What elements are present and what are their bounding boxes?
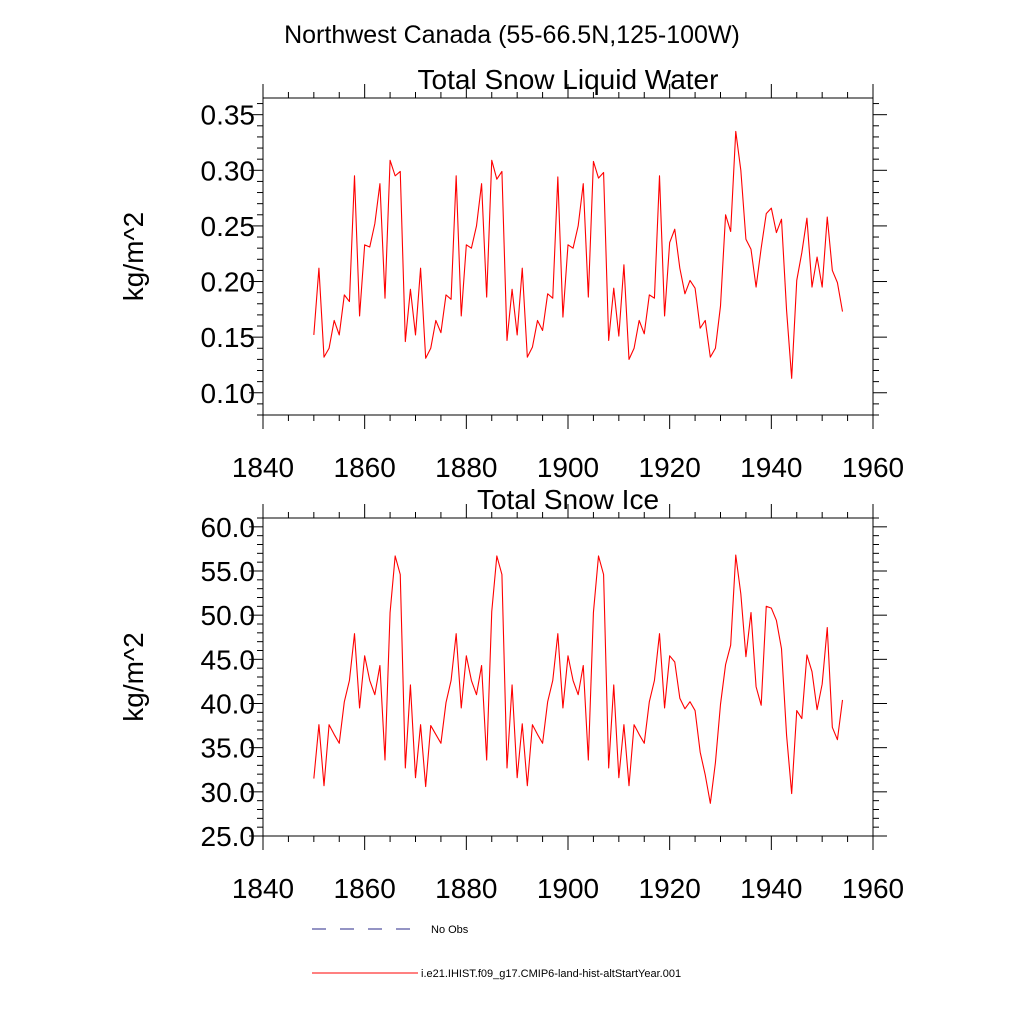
series-line-liquid-water [313, 130, 844, 379]
y-tick-label: 60.0 [201, 512, 256, 543]
x-tick-label: 1920 [639, 873, 701, 904]
y-tick-label: 0.25 [201, 211, 256, 242]
y-tick-label: 55.0 [201, 556, 256, 587]
x-tick-label: 1940 [740, 452, 802, 483]
x-tick-label: 1840 [232, 873, 294, 904]
legend: No Obs i.e21.IHIST.f09_g17.CMIP6-land-hi… [312, 924, 681, 980]
x-tick-label: 1840 [232, 452, 294, 483]
plot-frame [262, 517, 874, 837]
x-tick-label: 1900 [537, 452, 599, 483]
y-tick-label: 50.0 [201, 600, 256, 631]
legend-label-no-obs: No Obs [431, 924, 469, 936]
y-tick-label: 0.10 [201, 378, 256, 409]
y-tick-label: 0.20 [201, 267, 256, 298]
x-tick-label: 1940 [740, 873, 802, 904]
x-tick-label: 1860 [334, 452, 396, 483]
y-tick-label: 0.35 [201, 100, 256, 131]
x-tick-label: 1900 [537, 873, 599, 904]
x-tick-label: 1880 [435, 452, 497, 483]
figure-title: Northwest Canada (55-66.5N,125-100W) [284, 21, 740, 49]
y-tick-label: 30.0 [201, 777, 256, 808]
plot-frame [262, 97, 874, 416]
x-tick-label: 1880 [435, 873, 497, 904]
legend-label-model-run: i.e21.IHIST.f09_g17.CMIP6-land-hist-altS… [421, 968, 681, 980]
x-tick-label: 1920 [639, 452, 701, 483]
y-tick-label: 45.0 [201, 644, 256, 675]
x-tick-label: 1960 [842, 873, 904, 904]
x-tick-label: 1960 [842, 452, 904, 483]
y-tick-label: 35.0 [201, 733, 256, 764]
y-tick-label: 0.30 [201, 155, 256, 186]
y-tick-label: 40.0 [201, 689, 256, 720]
y-axis-label: kg/m^2 [118, 212, 149, 301]
y-axis-label: kg/m^2 [118, 632, 149, 721]
x-tick-label: 1860 [334, 873, 396, 904]
y-tick-label: 0.15 [201, 322, 256, 353]
series-line-snow-ice [313, 554, 844, 804]
y-tick-label: 25.0 [201, 821, 256, 852]
